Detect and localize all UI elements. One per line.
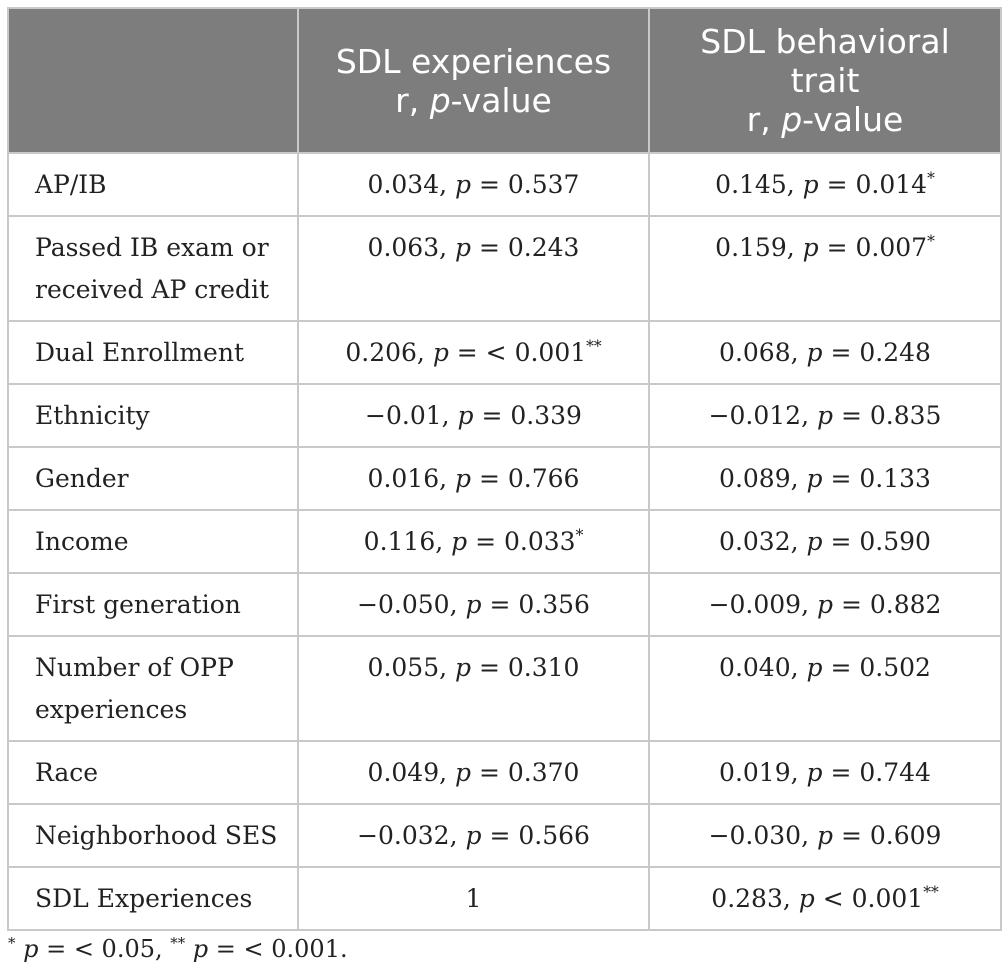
sdl-experiences-value: 0.206, p = < 0.001** (297, 320, 650, 385)
sdl-experiences-value: 0.055, p = 0.310 (297, 635, 650, 742)
sdl-behavioral-trait-value: −0.009, p = 0.882 (648, 572, 1002, 637)
sdl-experiences-value: −0.01, p = 0.339 (297, 383, 650, 448)
table-row: Income 0.116, p = 0.033* 0.032, p = 0.590 (7, 509, 1002, 574)
table-row: Gender 0.016, p = 0.766 0.089, p = 0.133 (7, 446, 1002, 511)
header-col2-line3: r, p-value (746, 100, 904, 139)
table-row: Ethnicity −0.01, p = 0.339 −0.012, p = 0.8… (7, 383, 1002, 448)
sdl-experiences-value: 1 (297, 866, 650, 931)
sdl-behavioral-trait-value: 0.089, p = 0.133 (648, 446, 1002, 511)
header-row: SDL experiences r, p-value SDL behaviora… (7, 7, 1002, 154)
header-corner-cell (7, 7, 299, 154)
sdl-experiences-value: −0.032, p = 0.566 (297, 803, 650, 868)
header-sdl-behavioral-trait: SDL behavioral trait r, p-value (648, 7, 1002, 154)
sdl-experiences-value: 0.034, p = 0.537 (297, 152, 650, 217)
table-row: SDL Experiences 1 0.283, p < 0.001** (7, 866, 1002, 931)
row-label: Race (7, 740, 299, 805)
sdl-experiences-value: −0.050, p = 0.356 (297, 572, 650, 637)
sdl-experiences-value: 0.063, p = 0.243 (297, 215, 650, 322)
sdl-experiences-value: 0.116, p = 0.033* (297, 509, 650, 574)
table-row: AP/IB 0.034, p = 0.537 0.145, p = 0.014* (7, 152, 1002, 217)
sdl-behavioral-trait-value: −0.030, p = 0.609 (648, 803, 1002, 868)
row-label: AP/IB (7, 152, 299, 217)
row-label: Income (7, 509, 299, 574)
table-row: Passed IB exam or received AP credit 0.06… (7, 215, 1002, 322)
sdl-behavioral-trait-value: 0.068, p = 0.248 (648, 320, 1002, 385)
table-row: Neighborhood SES −0.032, p = 0.566 −0.030,… (7, 803, 1002, 868)
header-col2-line2: trait (790, 61, 860, 100)
header-sdl-experiences: SDL experiences r, p-value (297, 7, 650, 154)
correlation-table: SDL experiences r, p-value SDL behaviora… (7, 7, 1002, 931)
table-row: Race 0.049, p = 0.370 0.019, p = 0.744 (7, 740, 1002, 805)
row-label: First generation (7, 572, 299, 637)
sdl-behavioral-trait-value: −0.012, p = 0.835 (648, 383, 1002, 448)
table-footnote: * p = < 0.05, ** p = < 0.001. (8, 934, 348, 963)
sdl-behavioral-trait-value: 0.032, p = 0.590 (648, 509, 1002, 574)
row-label: SDL Experiences (7, 866, 299, 931)
table-row: First generation −0.050, p = 0.356 −0.009,… (7, 572, 1002, 637)
sdl-behavioral-trait-value: 0.283, p < 0.001** (648, 866, 1002, 931)
row-label: Neighborhood SES (7, 803, 299, 868)
sdl-experiences-value: 0.016, p = 0.766 (297, 446, 650, 511)
header-col1-line2: r, p-value (395, 80, 552, 120)
header-col2-line1: SDL behavioral (700, 22, 950, 61)
sdl-behavioral-trait-value: 0.019, p = 0.744 (648, 740, 1002, 805)
row-label: Ethnicity (7, 383, 299, 448)
row-label: Passed IB exam or received AP credit (7, 215, 299, 322)
table-body: AP/IB 0.034, p = 0.537 0.145, p = 0.014* Pa… (7, 152, 1002, 931)
row-label: Dual Enrollment (7, 320, 299, 385)
sdl-behavioral-trait-value: 0.040, p = 0.502 (648, 635, 1002, 742)
row-label: Gender (7, 446, 299, 511)
sdl-behavioral-trait-value: 0.145, p = 0.014* (648, 152, 1002, 217)
sdl-behavioral-trait-value: 0.159, p = 0.007* (648, 215, 1002, 322)
table-row: Dual Enrollment 0.206, p = < 0.001** 0.068… (7, 320, 1002, 385)
row-label: Number of OPP experiences (7, 635, 299, 742)
sdl-experiences-value: 0.049, p = 0.370 (297, 740, 650, 805)
header-col1-line1: SDL experiences (335, 41, 612, 81)
table-row: Number of OPP experiences 0.055, p = 0.31… (7, 635, 1002, 742)
